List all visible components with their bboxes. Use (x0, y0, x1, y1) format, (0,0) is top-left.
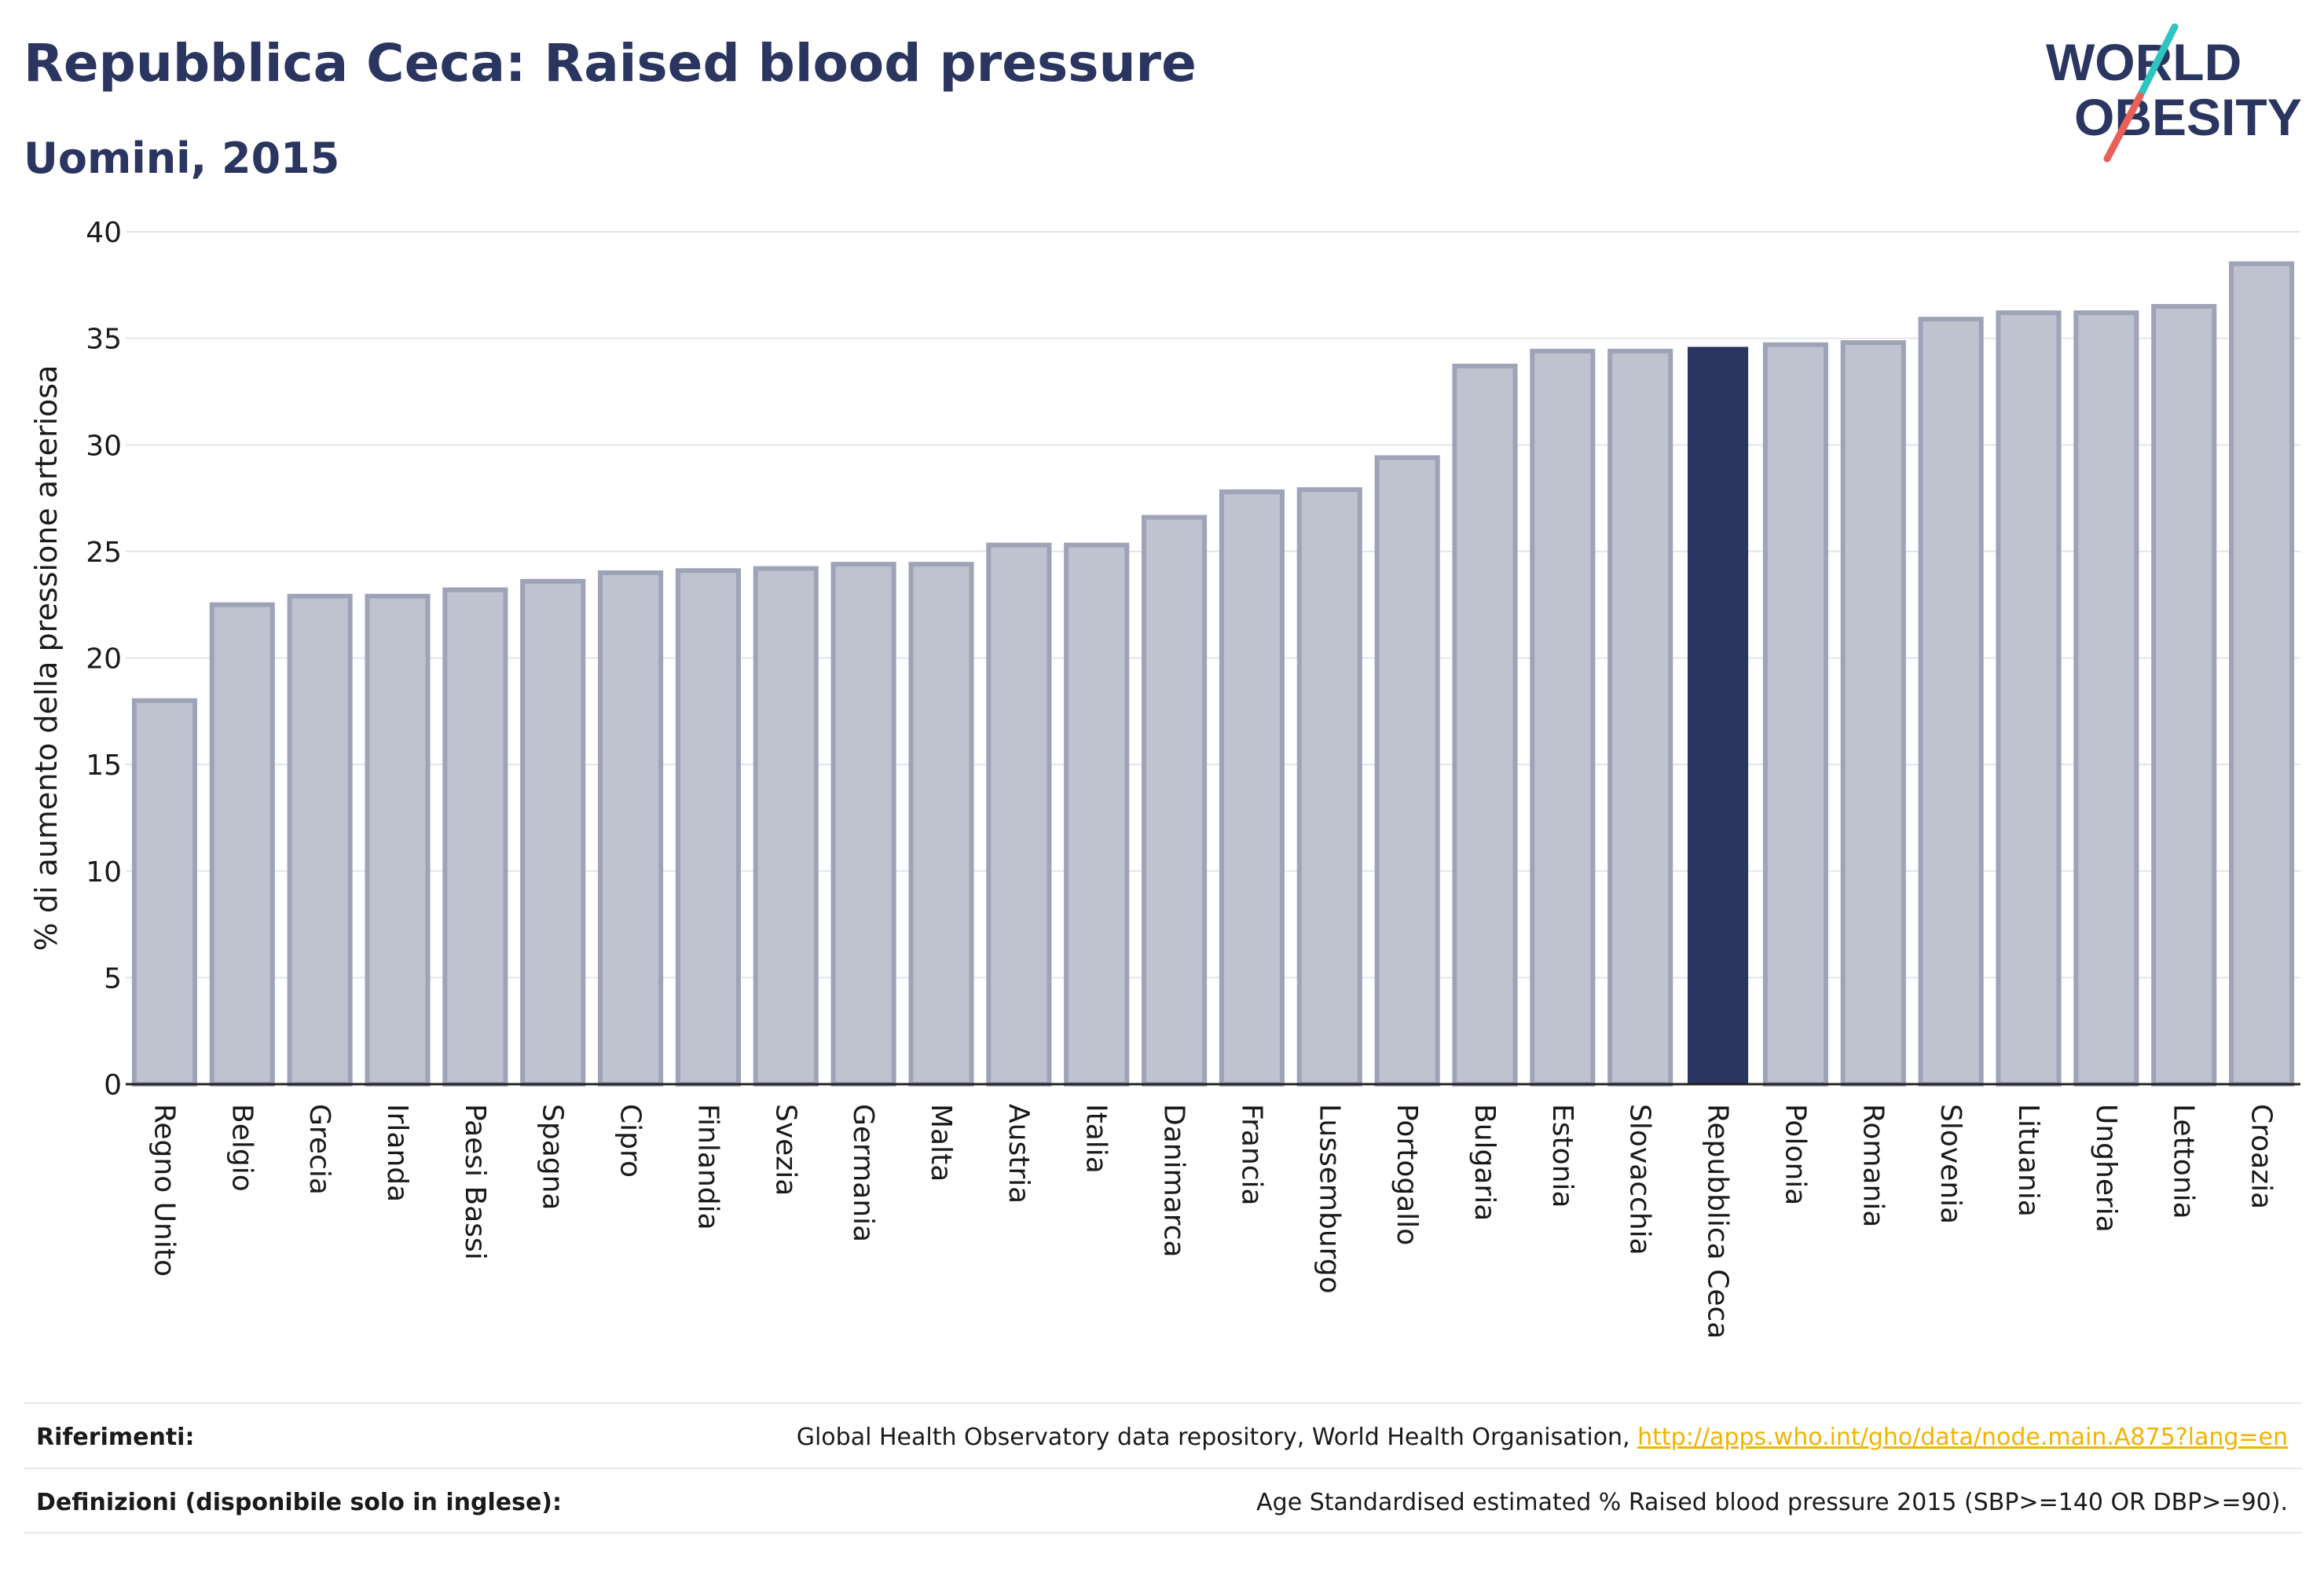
chart-title: Repubblica Ceca: Raised blood pressure (24, 33, 1197, 93)
chart-subtitle: Uomini, 2015 (24, 134, 340, 183)
y-tick-label: 40 (86, 217, 122, 249)
bar-germania (830, 562, 896, 1087)
definitions-label: Definizioni (disponibile solo in inglese… (36, 1489, 562, 1516)
y-tick-label: 35 (86, 324, 122, 356)
y-tick-label: 5 (104, 962, 122, 995)
y-tick-label: 30 (86, 430, 122, 462)
x-tick-label: Lussemburgo (1313, 1104, 1345, 1294)
y-tick-label: 20 (86, 643, 122, 676)
x-tick-label: Danimarca (1158, 1104, 1190, 1258)
logo-slash-top (2136, 24, 2179, 100)
x-tick-label: Slovacchia (1624, 1104, 1656, 1255)
x-tick-label: Lituania (2012, 1104, 2044, 1217)
bar-lituania (1996, 310, 2062, 1087)
x-tick-label: Italia (1080, 1104, 1113, 1174)
bar-malta (908, 562, 974, 1087)
bar-francia (1219, 489, 1285, 1087)
bar-spagna (520, 578, 586, 1087)
bar-ungheria (2073, 310, 2139, 1087)
x-tick-label: Croazia (2245, 1104, 2278, 1209)
x-tick-label: Belgio (225, 1104, 258, 1192)
bar-danimarca (1142, 515, 1208, 1087)
bar-bulgaria (1452, 363, 1518, 1087)
x-tick-label: Malta (925, 1104, 957, 1182)
logo-line2: OBESITY (2074, 88, 2302, 146)
references-label: Riferimenti: (36, 1424, 195, 1451)
x-tick-label: Estonia (1546, 1104, 1578, 1208)
x-tick-label: Romania (1857, 1104, 1889, 1227)
bar-cipro (598, 570, 664, 1087)
footer-divider-bottom (24, 1532, 2302, 1534)
x-tick-label: Repubblica Ceca (1702, 1104, 1734, 1339)
bar-portogallo (1374, 455, 1440, 1087)
y-tick-label: 25 (86, 537, 122, 569)
bar-slovacchia (1607, 348, 1673, 1087)
x-tick-label: Polonia (1779, 1104, 1811, 1205)
footer-divider-top (24, 1402, 2302, 1404)
footer-divider-middle (24, 1468, 2302, 1469)
bar-lussemburgo (1296, 487, 1362, 1087)
bar-austria (986, 542, 1052, 1087)
x-tick-label: Portogallo (1391, 1104, 1423, 1245)
x-tick-label: Lettonia (2168, 1104, 2200, 1219)
bar-irlanda (365, 593, 431, 1087)
bar-slovenia (1918, 317, 1984, 1087)
y-tick-label: 0 (104, 1069, 122, 1101)
x-tick-label: Francia (1235, 1104, 1267, 1206)
y-axis-label: % di aumento della pressione arteriosa (29, 365, 64, 951)
bar-belgio (209, 602, 275, 1087)
x-tick-label: Irlanda (381, 1104, 413, 1202)
x-tick-labels: Regno Unito Belgio Grecia Irlanda Paesi Bass… (148, 1104, 2277, 1339)
x-tick-label: Grecia (303, 1104, 335, 1195)
y-tick-label: 15 (86, 750, 122, 782)
bar-lettonia (2151, 303, 2217, 1087)
bar-repubblica-ceca (1688, 346, 1749, 1085)
y-tick-labels: 0 5 10 15 20 25 30 35 40 (86, 217, 122, 1101)
x-tick-label: Regno Unito (148, 1104, 180, 1277)
x-tick-label: Austria (1003, 1104, 1035, 1204)
bar-regno-unito (131, 698, 197, 1087)
x-tick-label: Finlandia (691, 1104, 724, 1230)
x-tick-label: Slovenia (1934, 1104, 1967, 1224)
bar-italia (1064, 542, 1130, 1087)
bar-polonia (1762, 342, 1828, 1087)
logo-slash-bottom (2103, 92, 2144, 163)
x-tick-label: Paesi Bassi (459, 1104, 491, 1260)
x-tick-label: Germania (847, 1104, 879, 1242)
bar-grecia (287, 593, 353, 1087)
bar-chart: 0 5 10 15 20 25 30 35 40 Regno Unito Belgio Grecia… (29, 217, 2300, 1339)
world-obesity-logo: WORLD OBESITY (2046, 24, 2302, 163)
y-tick-label: 10 (86, 856, 122, 889)
bar-romania (1840, 340, 1906, 1087)
x-tick-label: Spagna (537, 1104, 569, 1211)
x-tick-label: Cipro (614, 1104, 647, 1178)
bar-croazia (2229, 261, 2295, 1087)
x-tick-label: Bulgaria (1468, 1104, 1501, 1221)
references-text: Global Health Observatory data repositor… (797, 1424, 2288, 1451)
definitions-text: Age Standardised estimated % Raised bloo… (1256, 1489, 2288, 1516)
bar-svezia (753, 566, 819, 1087)
references-link[interactable]: http://apps.who.int/gho/data/node.main.A… (1637, 1424, 2288, 1451)
bar-finlandia (675, 568, 741, 1087)
bar-estonia (1530, 348, 1596, 1087)
bar-paesi-bassi (442, 587, 508, 1087)
x-tick-label: Svezia (769, 1104, 801, 1196)
references-source: Global Health Observatory data repositor… (796, 1424, 1638, 1451)
x-tick-label: Ungheria (2090, 1104, 2122, 1233)
bars (131, 261, 2295, 1087)
